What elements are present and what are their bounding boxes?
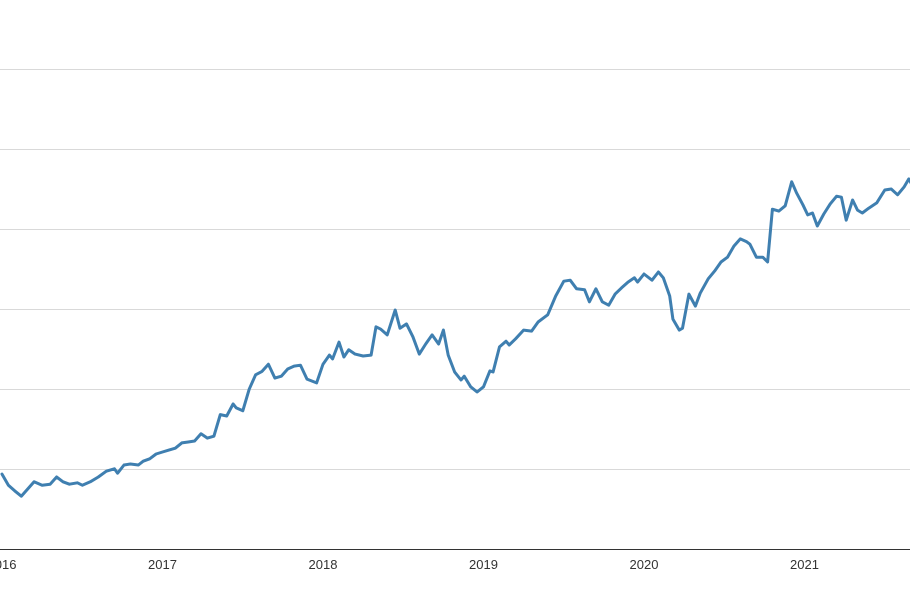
series-line	[0, 177, 910, 498]
x-tick-labels: 2016 2017 2018 2019 2020 2021	[0, 557, 819, 572]
x-tick-label: 2019	[469, 557, 498, 572]
x-tick-label: 2016	[0, 557, 16, 572]
x-tick-label: 2020	[630, 557, 659, 572]
x-tick-label: 2018	[309, 557, 338, 572]
x-tick-label: 2021	[790, 557, 819, 572]
x-tick-label: 2017	[148, 557, 177, 572]
y-gridlines	[0, 69, 910, 470]
series-layer	[0, 177, 910, 498]
